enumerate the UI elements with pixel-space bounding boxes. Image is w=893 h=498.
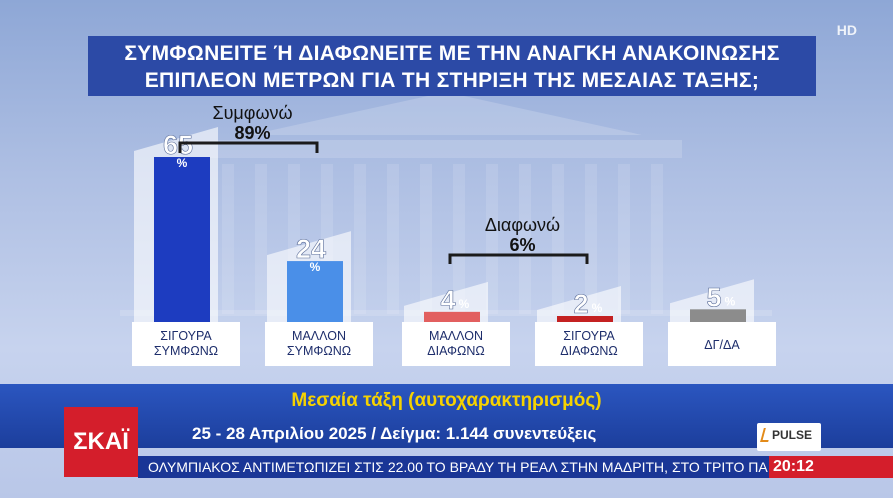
bar-unit-label: % (177, 156, 188, 170)
category-label: ΔΙΑΦΩΝΩ (427, 344, 485, 358)
question-line-1: ΣΥΜΦΩΝΕΙΤΕ Ή ΔΙΑΦΩΝΕΙΤΕ ΜΕ ΤΗΝ ΑΝΑΓΚΗ ΑΝ… (124, 42, 780, 65)
category-box (402, 322, 510, 366)
bg-column (486, 164, 498, 314)
group-total: 89% (234, 123, 270, 143)
clock: 20:12 (769, 456, 893, 478)
bar-value-label: 5 (706, 282, 721, 312)
bg-column (618, 164, 630, 314)
group-bracket (178, 141, 319, 153)
question-line-2: ΕΠΙΠΛΕΟΝ ΜΕΤΡΩΝ ΓΙΑ ΤΗ ΣΤΗΡΙΞΗ ΤΗΣ ΜΕΣΑΙ… (144, 69, 760, 92)
hd-badge: HD (836, 22, 857, 38)
bg-column (420, 164, 432, 314)
bar-value-label: 65 (163, 130, 193, 160)
category-box (132, 322, 240, 366)
bar-value-label: 2 (573, 289, 588, 319)
group-label: Συμφωνώ (212, 103, 292, 123)
bar-unit-label: % (725, 294, 736, 308)
pulse-icon (760, 428, 772, 442)
category-label: ΣΥΜΦΩΝΩ (154, 344, 218, 358)
bar-panel (537, 286, 621, 322)
bar-unit-label: % (592, 301, 603, 315)
category-label: ΔΓ/ΔΑ (704, 338, 740, 352)
bar (154, 157, 210, 322)
category-box (535, 322, 643, 366)
info-bar (0, 384, 893, 448)
bar (557, 316, 613, 322)
news-ticker: ΟΛΥΜΠΙΑΚΟΣ ΑΝΤΙΜΕΤΩΠΙΖΕΙ ΣΤΙΣ 22.00 ΤΟ Β… (138, 456, 778, 478)
bg-column (453, 164, 465, 314)
bar (424, 311, 480, 322)
survey-info: 25 - 28 Απριλίου 2025 / Δείγμα: 1.144 συ… (192, 424, 597, 443)
bar (690, 309, 746, 322)
group-total: 6% (509, 235, 535, 255)
bar-value-label: 24 (296, 234, 326, 264)
channel-logo: ΣΚΑΪ (64, 407, 138, 477)
bg-column (585, 164, 597, 314)
bg-column (354, 164, 366, 314)
pulse-logo: PULSE (757, 423, 821, 451)
group-label: Διαφωνώ (485, 215, 560, 235)
bg-column (387, 164, 399, 314)
chart-subtitle: Μεσαία τάξη (αυτοχαρακτηρισμός) (291, 390, 602, 411)
category-label: ΣΥΜΦΩΝΩ (287, 344, 351, 358)
category-label: ΜΑΛΛΟΝ (292, 329, 346, 343)
category-label: ΣΙΓΟΥΡΑ (160, 329, 212, 343)
bg-column (222, 164, 234, 314)
category-box (668, 322, 776, 366)
category-box (265, 322, 373, 366)
group-bracket (448, 253, 589, 264)
bg-column (651, 164, 663, 314)
category-label: ΜΑΛΛΟΝ (429, 329, 483, 343)
bg-entablature (210, 140, 682, 158)
category-label: ΣΙΓΟΥΡΑ (563, 329, 615, 343)
bar-unit-label: % (310, 260, 321, 274)
category-label: ΔΙΑΦΩΝΩ (560, 344, 618, 358)
bg-pediment (250, 92, 642, 135)
question-title: ΣΥΜΦΩΝΕΙΤΕ Ή ΔΙΑΦΩΝΕΙΤΕ ΜΕ ΤΗΝ ΑΝΑΓΚΗ ΑΝ… (88, 36, 816, 96)
bg-column (552, 164, 564, 314)
pulse-label: PULSE (772, 428, 813, 442)
bar-unit-label: % (459, 297, 470, 311)
bar-value-label: 4 (440, 285, 455, 315)
bar (287, 261, 343, 322)
bg-column (519, 164, 531, 314)
bg-column (255, 164, 267, 314)
